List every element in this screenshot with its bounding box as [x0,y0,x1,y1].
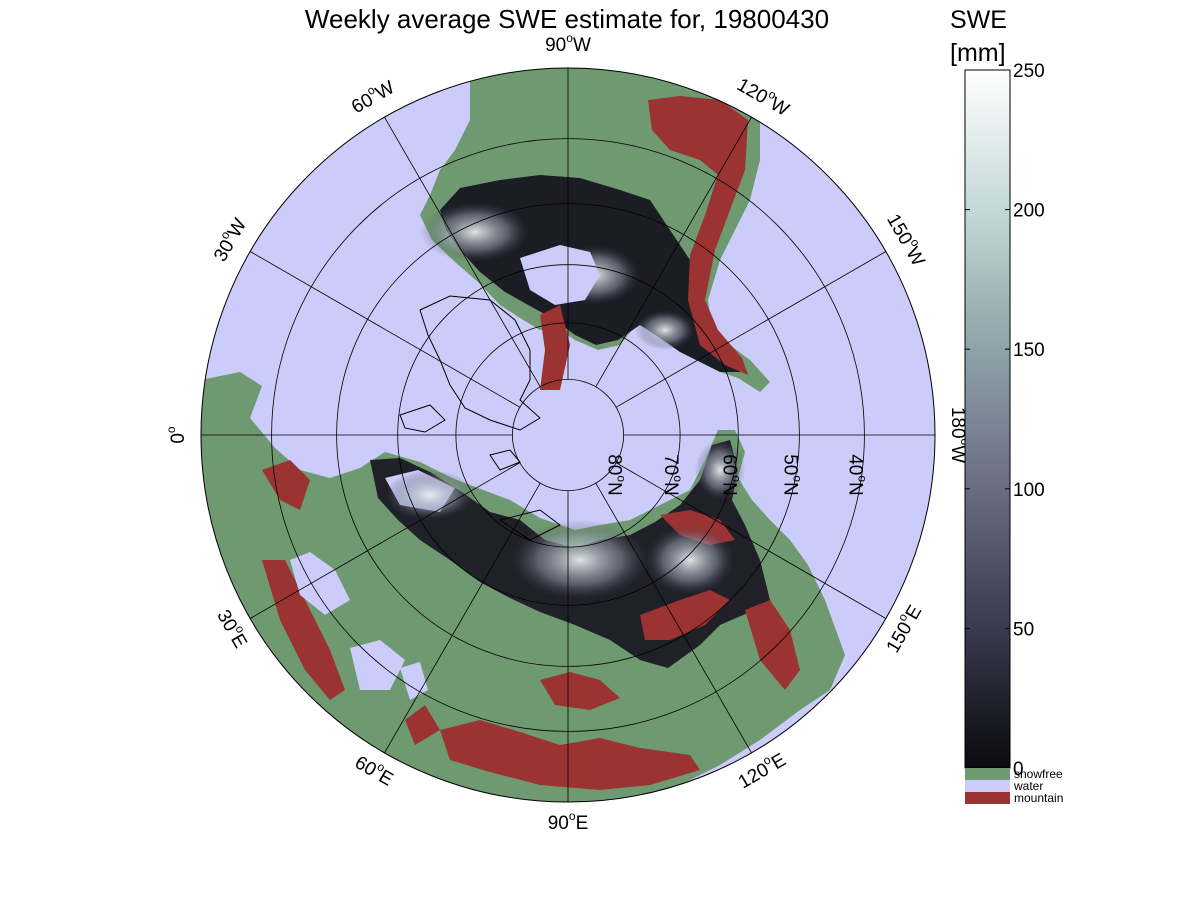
snow-peak-quebec [635,310,695,350]
lat-label-60n: 60oN [718,454,743,496]
hudson-bay-water [520,245,600,305]
meridian-60 [384,482,541,754]
map-disk [201,68,935,802]
meridian--30 [249,251,521,408]
figure-title: Weekly average SWE estimate for, 1980043… [304,4,830,34]
colorbar: 250 200 150 100 50 0 [964,61,1045,780]
colorbar-tick-label: 100 [1013,480,1045,501]
lon-label-30w: 30oW [207,213,251,265]
lat-label-70n: 70oN [660,454,685,496]
colorbar-tick-label: 0 [1013,759,1024,780]
lat-label-50n: 50oN [779,454,804,496]
eurasia-mountains-8 [405,705,440,745]
meridian-120 [595,482,752,754]
legend-label-water: water [1013,779,1043,793]
arctic-island-outline-3 [498,509,561,541]
legend-label-snowfree: snowfree [1014,767,1063,781]
lon-label-60w: 60oW [346,74,398,118]
colorbar-title-variable: SWE [950,6,1007,34]
colorbar-tick-label: 200 [1013,201,1045,222]
meridian-30 [249,462,521,619]
snow-peak-yakutia [695,440,745,500]
map-border [200,67,936,803]
lon-label-0: 0o [164,426,189,444]
lon-label-30e: 30oE [212,605,254,653]
snow-peak-hudson-west [420,202,530,262]
colorbar-ticks: 250 200 150 100 50 0 [965,61,1045,780]
snow-peak-siberia-east [645,525,735,595]
lat-label-80n: 80oN [604,454,629,496]
graticule [201,68,935,802]
colorbar-tick-label: 50 [1013,619,1034,640]
baltic-water [290,552,350,615]
eurasia-mountains-6 [745,600,800,690]
meridian--120 [595,116,752,388]
lon-label-90w: 90oW [545,31,591,56]
eurasia-mountains-1 [440,720,700,790]
legend-swatch-mountain [965,792,1010,804]
arctic-island-outline-2 [489,449,521,471]
colorbar-gradient [964,69,1011,769]
lat-label-40n: 40oN [844,454,869,496]
meridian--150 [615,251,887,408]
legend-label-mountain: mountain [1014,791,1063,805]
greenland-outline [419,295,541,431]
meridian--60 [384,116,541,388]
eurasia-mountains-3 [640,590,730,640]
caspian-water [400,662,428,700]
legend-swatch-water [965,780,1010,792]
latitude-labels: 80oN 70oN 60oN 50oN 40oN [604,454,870,496]
longitude-labels: 90oW120oW150oW180oW150oE120oE90oE60oE30o… [164,31,972,834]
black-sea-water [350,640,405,690]
colorbar-title: SWE [mm] [950,4,1020,70]
alaska-mountains [540,305,570,390]
legend-swatch-snowfree [965,768,1010,780]
snow-peak-siberia-west [385,470,475,520]
lon-label-180w: 180oW [947,407,972,463]
meridian-150 [615,462,887,619]
colorbar-tick-label: 150 [1013,340,1045,361]
colorbar-title-unit: [mm] [950,39,1006,67]
eurasia-mountains-2 [540,672,620,710]
lon-label-90e: 90oE [548,809,589,834]
arctic-island-outline-1 [399,404,446,433]
colorbar-tick-label: 250 [1013,61,1045,82]
snow-peak-siberia-central [510,520,650,600]
eurasia-mountains-5 [262,560,345,700]
